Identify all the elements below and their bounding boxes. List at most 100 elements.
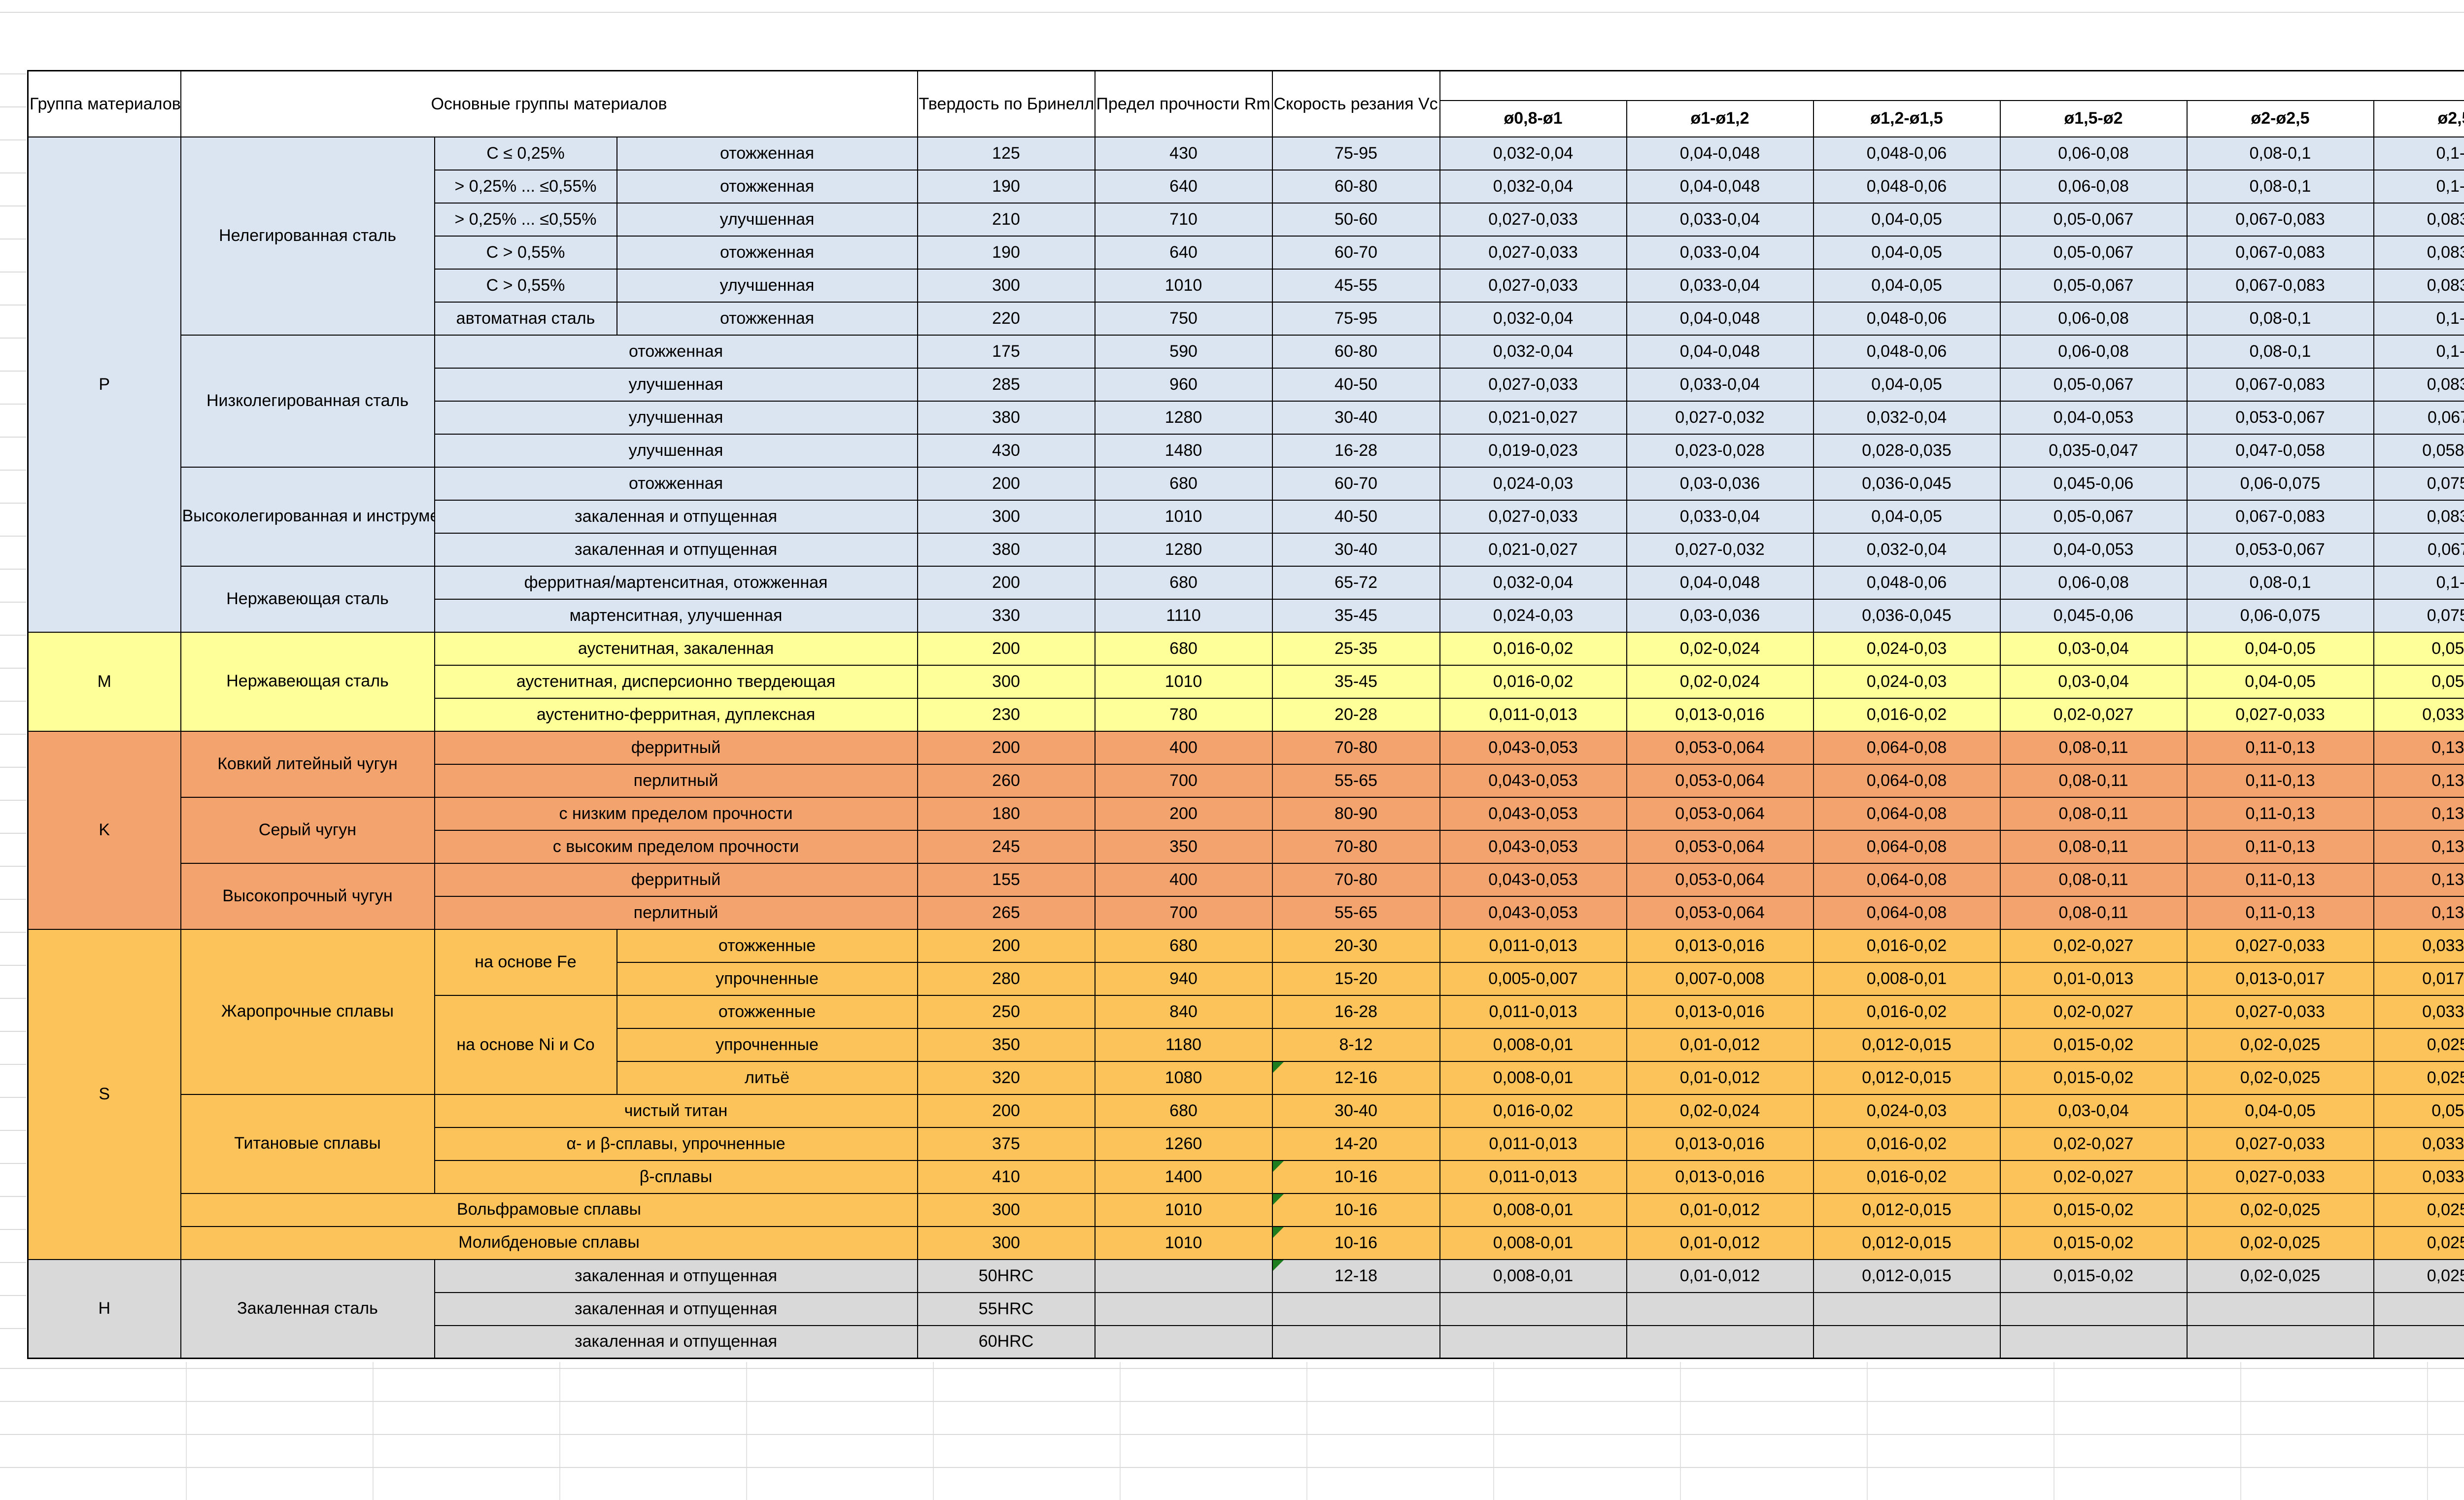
feed-value: 0,008-0,01 (1439, 1259, 1627, 1293)
material-sublabel: α- и β-сплавы, упрочненные (434, 1126, 918, 1161)
feed-value: 0,1-0,16 (2373, 301, 2464, 336)
feed-value: 0,02-0,025 (2186, 1193, 2374, 1227)
strength-value: 1010 (1094, 268, 1273, 303)
feed-value: 0,02-0,025 (2186, 1060, 2374, 1095)
hardness-value: 230 (917, 697, 1095, 732)
material-sublabel: отожженная (434, 334, 918, 369)
material-sublabel-1: C > 0,55% (434, 235, 617, 270)
feed-value: 0,04-0,048 (1626, 301, 1814, 336)
feed-value: 0,08-0,1 (2186, 169, 2374, 204)
feed-value: 0,053-0,067 (2186, 400, 2374, 435)
material-sublabel: отожженная (434, 466, 918, 501)
feed-value: 0,048-0,06 (1813, 301, 2001, 336)
cutting-speed-value: 12-18 (1271, 1259, 1440, 1293)
header-diameter-1: ø0,8-ø1 (1439, 100, 1627, 137)
material-label: Молибденовые сплавы (180, 1226, 918, 1260)
feed-value: 0,016-0,02 (1813, 697, 2001, 732)
strength-value: 1480 (1094, 433, 1273, 468)
feed-value: 0,11-0,13 (2186, 730, 2374, 765)
hardness-value: 155 (917, 862, 1095, 897)
feed-value: 0,027-0,032 (1626, 400, 1814, 435)
strength-value: 590 (1094, 334, 1273, 369)
feed-value: 0,043-0,053 (1439, 730, 1627, 765)
feed-value: 0,025-0,04 (2373, 1259, 2464, 1293)
feed-value: 0,053-0,067 (2186, 532, 2374, 567)
feed-value: 0,083-0,13 (2373, 235, 2464, 270)
hardness-value: 265 (917, 895, 1095, 930)
material-sublabel-1: C ≤ 0,25% (434, 136, 617, 170)
feed-value: 0,04-0,05 (2186, 631, 2374, 666)
hardness-value: 330 (917, 598, 1095, 633)
feed-value: 0,048-0,06 (1813, 136, 2001, 170)
strength-value: 1010 (1094, 1193, 1273, 1227)
header-diameter-3: ø1,2-ø1,5 (1813, 100, 2001, 137)
feed-value: 0,043-0,053 (1439, 763, 1627, 798)
feed-value: 0,06-0,075 (2186, 598, 2374, 633)
cutting-speed-value: 65-72 (1271, 565, 1440, 600)
feed-value: 0,01-0,012 (1626, 1226, 1814, 1260)
feed-value: 0,01-0,012 (1626, 1259, 1814, 1293)
cutting-speed-value: 45-55 (1271, 268, 1440, 303)
hardness-value: 175 (917, 334, 1095, 369)
feed-value (1626, 1325, 1814, 1359)
cutting-speed-value: 14-20 (1271, 1126, 1440, 1161)
strength-value: 680 (1094, 565, 1273, 600)
hardness-value: 300 (917, 664, 1095, 699)
feed-value: 0,033-0,053 (2373, 1159, 2464, 1194)
material-sublabel-2: отожженные (616, 928, 918, 963)
feed-value: 0,1-0,16 (2373, 334, 2464, 369)
top-gridline (0, 12, 2464, 13)
feed-value: 0,027-0,033 (1439, 235, 1627, 270)
feed-value: 0,027-0,033 (1439, 202, 1627, 237)
feed-value: 0,067-0,11 (2373, 532, 2464, 567)
hardness-value: 300 (917, 499, 1095, 534)
feed-value: 0,033-0,04 (1626, 235, 1814, 270)
hardness-value: 220 (917, 301, 1095, 336)
hardness-value: 210 (917, 202, 1095, 237)
strength-value: 780 (1094, 697, 1273, 732)
feed-value: 0,027-0,033 (2186, 1159, 2374, 1194)
cutting-speed-value: 20-28 (1271, 697, 1440, 732)
material-sublabel-2: улучшенная (616, 268, 918, 303)
feed-value: 0,027-0,033 (2186, 928, 2374, 963)
strength-value: 1110 (1094, 598, 1273, 633)
strength-value: 700 (1094, 763, 1273, 798)
group-letter-K: K (27, 730, 181, 930)
feed-value: 0,015-0,02 (1999, 1027, 2188, 1062)
feed-value: 0,024-0,03 (1813, 631, 2001, 666)
feed-value: 0,012-0,015 (1813, 1060, 2001, 1095)
feed-value: 0,016-0,02 (1813, 928, 2001, 963)
strength-value: 1280 (1094, 400, 1273, 435)
strength-value: 1010 (1094, 499, 1273, 534)
feed-value: 0,11-0,13 (2186, 862, 2374, 897)
material-sublabel: закаленная и отпущенная (434, 1325, 918, 1359)
cutting-speed-value: 60-80 (1271, 169, 1440, 204)
feed-value: 0,02-0,027 (1999, 697, 2188, 732)
feed-value: 0,04-0,05 (1813, 367, 2001, 402)
cutting-speed-value: 8-12 (1271, 1027, 1440, 1062)
hardness-value: 250 (917, 994, 1095, 1029)
cutting-speed-value: 30-40 (1271, 400, 1440, 435)
feed-value (1999, 1292, 2188, 1326)
feed-value: 0,05-0,067 (1999, 235, 2188, 270)
feed-value: 0,027-0,032 (1626, 532, 1814, 567)
strength-value: 640 (1094, 235, 1273, 270)
strength-value: 680 (1094, 928, 1273, 963)
cutting-speed-value: 16-28 (1271, 433, 1440, 468)
material-sublabel-2: отожженная (616, 136, 918, 170)
feed-value (2373, 1325, 2464, 1359)
material-sublabel: аустенитная, закаленная (434, 631, 918, 666)
feed-value: 0,08-0,11 (1999, 895, 2188, 930)
feed-value: 0,027-0,033 (2186, 1126, 2374, 1161)
feed-value: 0,02-0,025 (2186, 1226, 2374, 1260)
feed-value: 0,032-0,04 (1439, 169, 1627, 204)
feed-value: 0,012-0,015 (1813, 1027, 2001, 1062)
cutting-speed-value: 30-40 (1271, 1093, 1440, 1128)
feed-value: 0,083-0,13 (2373, 268, 2464, 303)
feed-value: 0,033-0,053 (2373, 994, 2464, 1029)
cutting-speed-value: 16-28 (1271, 994, 1440, 1029)
feed-value: 0,06-0,075 (2186, 466, 2374, 501)
feed-value: 0,13-0,21 (2373, 730, 2464, 765)
feed-value: 0,11-0,13 (2186, 796, 2374, 831)
feed-value: 0,016-0,02 (1813, 1159, 2001, 1194)
